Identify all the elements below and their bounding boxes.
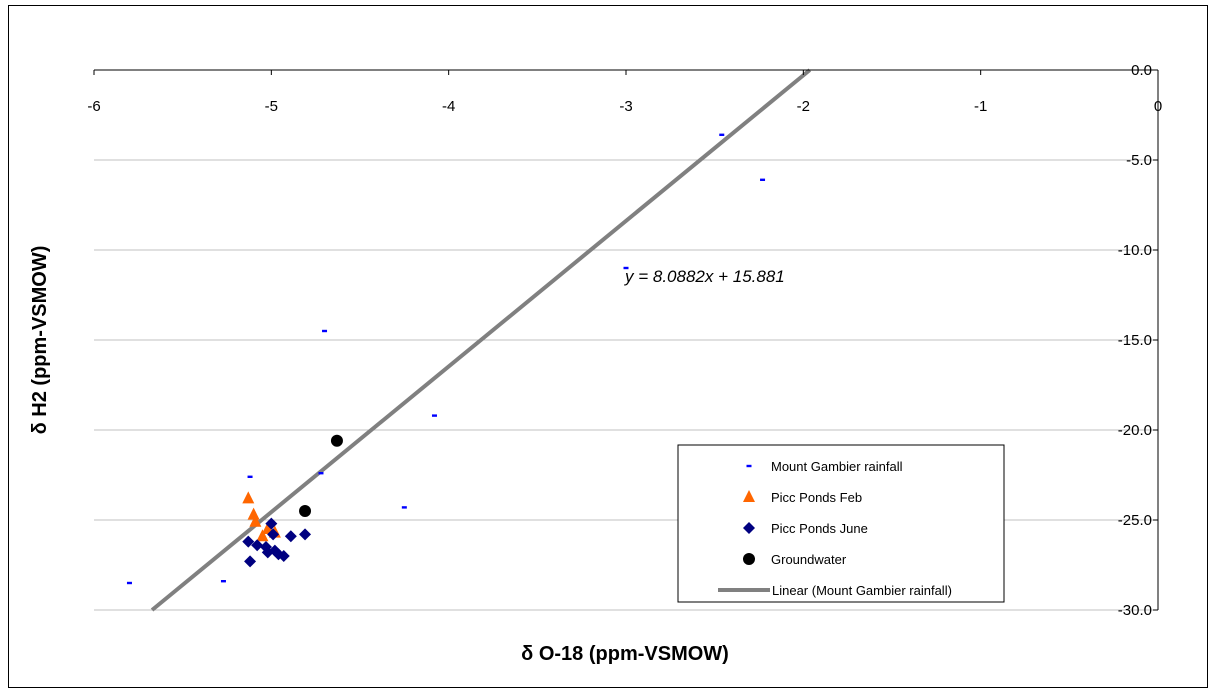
legend-marker: [743, 490, 755, 502]
legend-label: Groundwater: [771, 552, 847, 567]
legend-marker: [743, 553, 755, 565]
x-tick-label: 0: [1154, 98, 1162, 115]
trendline-layer: [150, 68, 812, 612]
picc-ponds-june-point: [299, 528, 312, 541]
picc-ponds-june-point: [244, 555, 257, 568]
picc-ponds-june-point: [277, 550, 290, 562]
mount-gambier-rainfall-point: [126, 581, 132, 585]
y-tick-label: -15.0: [1118, 332, 1152, 349]
x-axis-title: δ O-18 (ppm-VSMOW): [521, 643, 729, 665]
legend-label: Picc Ponds June: [771, 521, 868, 536]
trendline-equation: y = 8.0882x + 15.881: [624, 267, 785, 286]
mount-gambier-rainfall-point: [247, 475, 253, 478]
picc-ponds-june-point: [265, 517, 278, 530]
legend-marker: [743, 522, 755, 534]
mount-gambier-rainfall-point: [719, 133, 725, 136]
mount-gambier-rainfall-point: [401, 506, 407, 509]
data-points: [126, 133, 766, 585]
mount-gambier-rainfall-point: [431, 414, 437, 417]
chart-frame: [8, 5, 1208, 688]
picc-ponds-feb-point: [242, 491, 255, 504]
x-tick-label: -3: [619, 98, 632, 115]
legend-label: Picc Ponds Feb: [771, 490, 862, 505]
y-tick-label: -20.0: [1118, 422, 1152, 439]
axes: 0.0-5.0-10.0-15.0-20.0-25.0-30.0-6 -5 -4 -3…: [87, 62, 1162, 619]
picc-ponds-june-point: [251, 539, 264, 552]
picc-ponds-feb-point: [256, 529, 269, 542]
picc-ponds-feb-point: [249, 514, 262, 527]
picc-ponds-june-point: [284, 530, 297, 543]
groundwater-point: [299, 505, 312, 517]
mount-gambier-rainfall-point: [220, 580, 226, 583]
picc-ponds-feb-point: [247, 507, 260, 520]
mount-gambier-rainfall-point: [623, 266, 629, 270]
y-tick-label: -30.0: [1118, 602, 1152, 619]
picc-ponds-june-point: [267, 528, 280, 541]
mount-gambier-rainfall-point: [760, 178, 766, 181]
trendline: [150, 68, 812, 612]
mount-gambier-rainfall-point: [318, 472, 324, 475]
legend-marker: [746, 464, 752, 468]
y-tick-label: -25.0: [1118, 512, 1152, 529]
x-tick-label: -6: [87, 98, 100, 115]
legend: Mount Gambier rainfall Picc Ponds Feb Picc…: [677, 444, 1005, 603]
legend-label: Mount Gambier rainfall: [771, 459, 903, 474]
groundwater-point: [330, 434, 343, 447]
y-tick-label: -10.0: [1118, 242, 1152, 259]
x-tick-label: -4: [442, 98, 455, 115]
x-tick-label: -5: [265, 98, 278, 115]
legend-box: [677, 444, 1005, 603]
x-tick-label: -1: [974, 98, 987, 115]
x-tick-label: -2: [797, 98, 810, 115]
mount-gambier-rainfall-point: [322, 329, 328, 333]
y-axis-title: δ H2 (ppm-VSMOW): [29, 246, 51, 435]
y-tick-label: -5.0: [1126, 152, 1152, 169]
legend-label: Linear (Mount Gambier rainfall): [772, 583, 952, 598]
picc-ponds-june-point: [242, 535, 255, 548]
